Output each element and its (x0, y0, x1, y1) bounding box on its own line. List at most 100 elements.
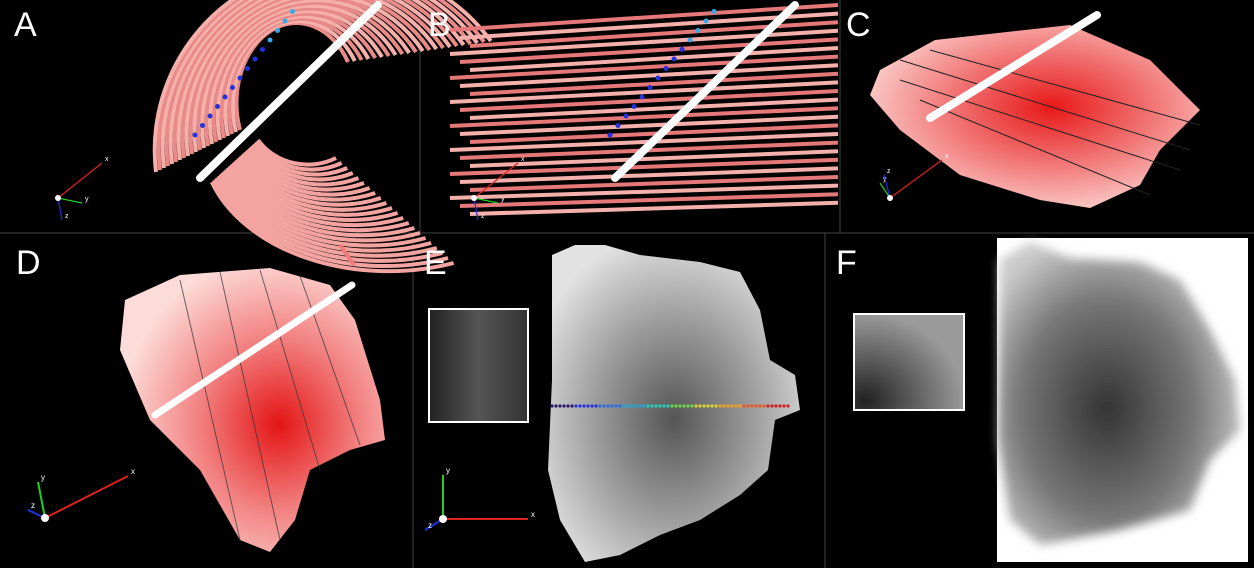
axis-label: y (501, 196, 505, 203)
marker (268, 38, 273, 43)
marker (630, 404, 633, 407)
axis-label: z (65, 213, 69, 220)
marker (706, 404, 709, 407)
marker (223, 95, 228, 100)
marker (714, 404, 717, 407)
marker (686, 404, 689, 407)
marker (730, 404, 733, 407)
marker (290, 9, 295, 14)
marker (766, 404, 769, 407)
marker (638, 404, 641, 407)
marker (245, 66, 250, 71)
axis-label: z (428, 521, 432, 530)
marker (590, 404, 593, 407)
axis-label: y (85, 196, 89, 203)
marker (718, 404, 721, 407)
marker (656, 76, 661, 81)
panel-f (854, 238, 1248, 562)
marker (662, 404, 665, 407)
marker (608, 133, 613, 138)
marker (558, 404, 561, 407)
marker (626, 404, 629, 407)
marker (654, 404, 657, 407)
marker (640, 95, 645, 100)
marker (650, 404, 653, 407)
panel-b (450, 5, 838, 214)
marker (688, 38, 693, 43)
marker (710, 404, 713, 407)
marker (704, 19, 709, 24)
marker (554, 404, 557, 407)
marker (238, 76, 243, 81)
marker (260, 47, 265, 52)
marker (670, 404, 673, 407)
marker (200, 123, 205, 128)
marker (702, 404, 705, 407)
axis-label: z (887, 168, 891, 175)
axis-line (38, 482, 45, 518)
marker (632, 104, 637, 109)
marker (283, 19, 288, 24)
marker (574, 404, 577, 407)
axis-label: z (31, 501, 35, 510)
marker (230, 85, 235, 90)
marker (754, 404, 757, 407)
marker (610, 404, 613, 407)
marker (624, 114, 629, 119)
axis-origin (887, 195, 893, 201)
panel-label: B (428, 6, 451, 44)
marker (578, 404, 581, 407)
marker (774, 404, 777, 407)
marker (618, 404, 621, 407)
marker (694, 404, 697, 407)
marker (690, 404, 693, 407)
panel-e (429, 245, 800, 562)
marker (682, 404, 685, 407)
axis-origin (471, 195, 477, 201)
marker (193, 133, 198, 138)
marker (758, 404, 761, 407)
marker (672, 57, 677, 62)
axis-origin (55, 195, 61, 201)
marker (614, 404, 617, 407)
marker (275, 28, 280, 33)
marker (738, 404, 741, 407)
marker (666, 404, 669, 407)
marker (658, 404, 661, 407)
axis-label: x (531, 510, 535, 519)
marker (606, 404, 609, 407)
marker (642, 404, 645, 407)
marker (778, 404, 781, 407)
marker (742, 404, 745, 407)
marker (678, 404, 681, 407)
marker (582, 404, 585, 407)
marker (712, 9, 717, 14)
marker (696, 28, 701, 33)
panel-d (120, 245, 385, 552)
axis-line (45, 476, 128, 518)
marker (664, 66, 669, 71)
axis-label: x (105, 156, 109, 163)
marker (594, 404, 597, 407)
marker (622, 404, 625, 407)
marker (786, 404, 789, 407)
marker (648, 85, 653, 90)
marker (602, 404, 605, 407)
marker (680, 47, 685, 52)
ribbon (460, 117, 838, 134)
panel-label: E (424, 244, 447, 282)
axis-origin (439, 515, 447, 523)
panel-label: A (14, 6, 37, 44)
marker (750, 404, 753, 407)
marker (674, 404, 677, 407)
panel-label: C (846, 6, 871, 44)
axis-label: x (131, 467, 135, 476)
marker (734, 404, 737, 407)
marker (550, 404, 553, 407)
marker (566, 404, 569, 407)
axis-label: y (446, 466, 450, 475)
marker (746, 404, 749, 407)
marker (586, 404, 589, 407)
panel-c (870, 15, 1200, 208)
axis-label: x (521, 156, 525, 163)
